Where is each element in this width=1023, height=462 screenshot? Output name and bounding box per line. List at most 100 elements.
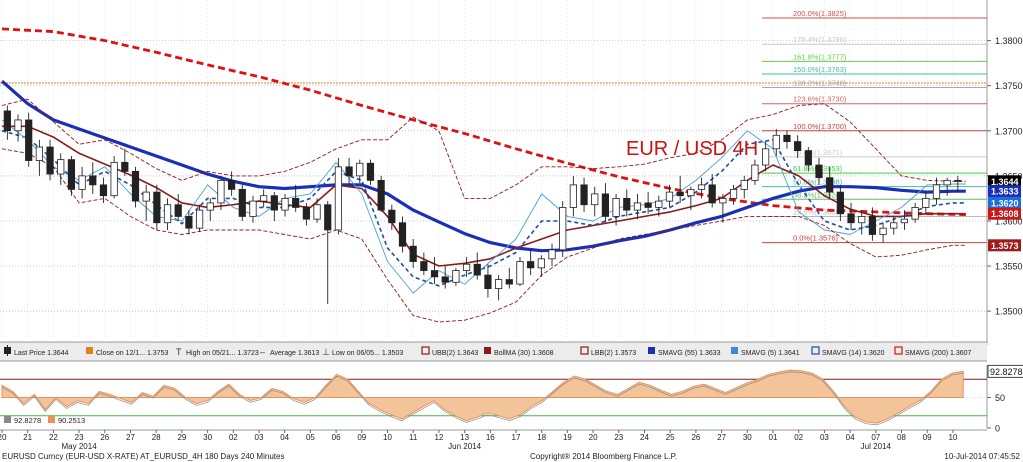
candle-body	[559, 207, 567, 251]
candle-body	[943, 179, 951, 186]
date-tick-label: 25	[666, 433, 675, 442]
candle-body	[516, 261, 524, 285]
candle-body	[185, 216, 193, 229]
candle-body	[238, 188, 246, 217]
candle-body	[708, 184, 716, 204]
candle-body	[195, 209, 204, 229]
fib-level-label: 50.0%(1.3638)	[793, 178, 843, 187]
candle-body	[612, 198, 620, 217]
candle-body	[676, 191, 684, 197]
legend-swatch	[484, 347, 491, 354]
candle-body	[99, 184, 108, 197]
candle-body	[452, 270, 460, 283]
series-lbb-2	[1, 148, 966, 323]
date-tick-label: 27	[717, 433, 726, 442]
candle-body	[292, 198, 300, 208]
price-tag-label: 1.3633	[991, 187, 1019, 197]
oscillator-panel: 0 50 92.8278 92.8278 90.2513	[0, 364, 1023, 434]
candle-body	[67, 159, 76, 190]
candle-body	[954, 179, 962, 182]
candle-body	[772, 134, 780, 150]
candle-body	[537, 258, 545, 269]
fib-level-label: 161.8%(1.3777)	[793, 52, 847, 61]
date-tick-label: 04	[846, 433, 855, 442]
fib-level-label: 100.0%(1.3700)	[793, 122, 847, 131]
candle-body	[665, 191, 674, 202]
candle-body	[131, 170, 140, 202]
candle-body	[78, 175, 86, 190]
candle-body	[729, 188, 738, 199]
candle-body	[324, 204, 332, 231]
date-tick-label: 23	[614, 433, 623, 442]
date-tick-label: 30	[743, 433, 752, 442]
date-tick-label: 03	[255, 433, 264, 442]
price-tag	[988, 175, 1021, 188]
date-tick-label: 29	[177, 433, 186, 442]
candle-body	[249, 200, 257, 217]
osc-signal-line	[1, 371, 964, 426]
price-tag-label: 1.3620	[991, 198, 1019, 208]
price-tag-label: 1.3644	[991, 177, 1019, 187]
candle-body	[163, 204, 172, 224]
date-tick-label: 22	[49, 433, 58, 442]
date-tick-label: 06	[332, 433, 341, 442]
date-tick-label: 24	[640, 433, 649, 442]
legend-item-label: Close on 12/1... 1.3753	[96, 350, 168, 357]
legend-item-label: SMAVG (14) 1.3620	[822, 350, 885, 357]
date-tick-label: 21	[23, 433, 32, 442]
candle-body	[35, 146, 43, 161]
candle-body	[527, 261, 535, 269]
price-tick-label: 1.3550	[995, 262, 1023, 272]
candle-body	[281, 198, 289, 211]
candle-body	[687, 188, 695, 197]
footer-center: Copyright® 2014 Bloomberg Finance L.P.	[530, 452, 677, 461]
series-bollma-30	[2, 125, 966, 267]
candle-body	[804, 150, 812, 166]
date-tick-label: 17	[512, 433, 521, 442]
osc-tick-label: 50	[995, 393, 1005, 403]
candle-body	[89, 175, 97, 186]
candle-body	[900, 218, 909, 224]
legend-swatch: T	[176, 347, 182, 357]
candle-body	[868, 216, 877, 235]
date-tick-label: 20	[0, 433, 7, 442]
candle-body	[836, 191, 844, 215]
candle-body	[366, 162, 375, 181]
price-tick-label: 1.3700	[995, 126, 1023, 136]
candle-body	[783, 134, 791, 142]
chart-title: EUR / USD 4H	[626, 138, 758, 160]
fib-level-label: 176.4%(1.3796)	[793, 35, 847, 44]
price-tick-label: 1.3600	[995, 216, 1023, 226]
legend-swatch	[421, 346, 430, 355]
legend-item-label: UBB(2) 1.3643	[432, 350, 478, 357]
date-tick-label: 08	[897, 433, 906, 442]
legend-background	[0, 342, 987, 361]
osc-tag-label: 92.8278	[990, 367, 1023, 377]
date-tick-label: 23	[75, 433, 84, 442]
date-tick-label: 18	[537, 433, 546, 442]
price-axis: 1.35001.35501.36001.36501.37001.37501.38…	[986, 0, 1023, 345]
candle-body	[121, 161, 129, 172]
candle-body	[932, 184, 941, 199]
legend-swatch	[648, 347, 655, 354]
candle-body	[3, 110, 11, 132]
date-tick-label: 26	[691, 433, 700, 442]
date-tick-label: 11	[409, 433, 418, 442]
date-tick-label: 04	[280, 433, 289, 442]
legend-bar: Last Price 1.3644 Close on 12/1... 1.3753…	[0, 341, 987, 362]
candle-body	[110, 161, 118, 197]
fib-level-label: 200.0%(1.3825)	[793, 9, 847, 18]
price-tick-label: 1.3750	[995, 81, 1023, 91]
candle-body	[826, 177, 834, 193]
price-tag-label: 1.3608	[991, 209, 1019, 219]
date-tick-label: 13	[460, 433, 469, 442]
price-tag	[988, 185, 1021, 198]
legend-item-label: SMAVG (200) 1.3607	[905, 350, 972, 357]
candle-body	[398, 222, 407, 247]
date-tick-label: 30	[203, 433, 212, 442]
candle-body	[655, 200, 663, 208]
date-tick-label: 07	[871, 433, 880, 442]
candle-body	[462, 263, 471, 271]
legend-swatch	[731, 347, 738, 354]
candle-body	[420, 261, 428, 271]
